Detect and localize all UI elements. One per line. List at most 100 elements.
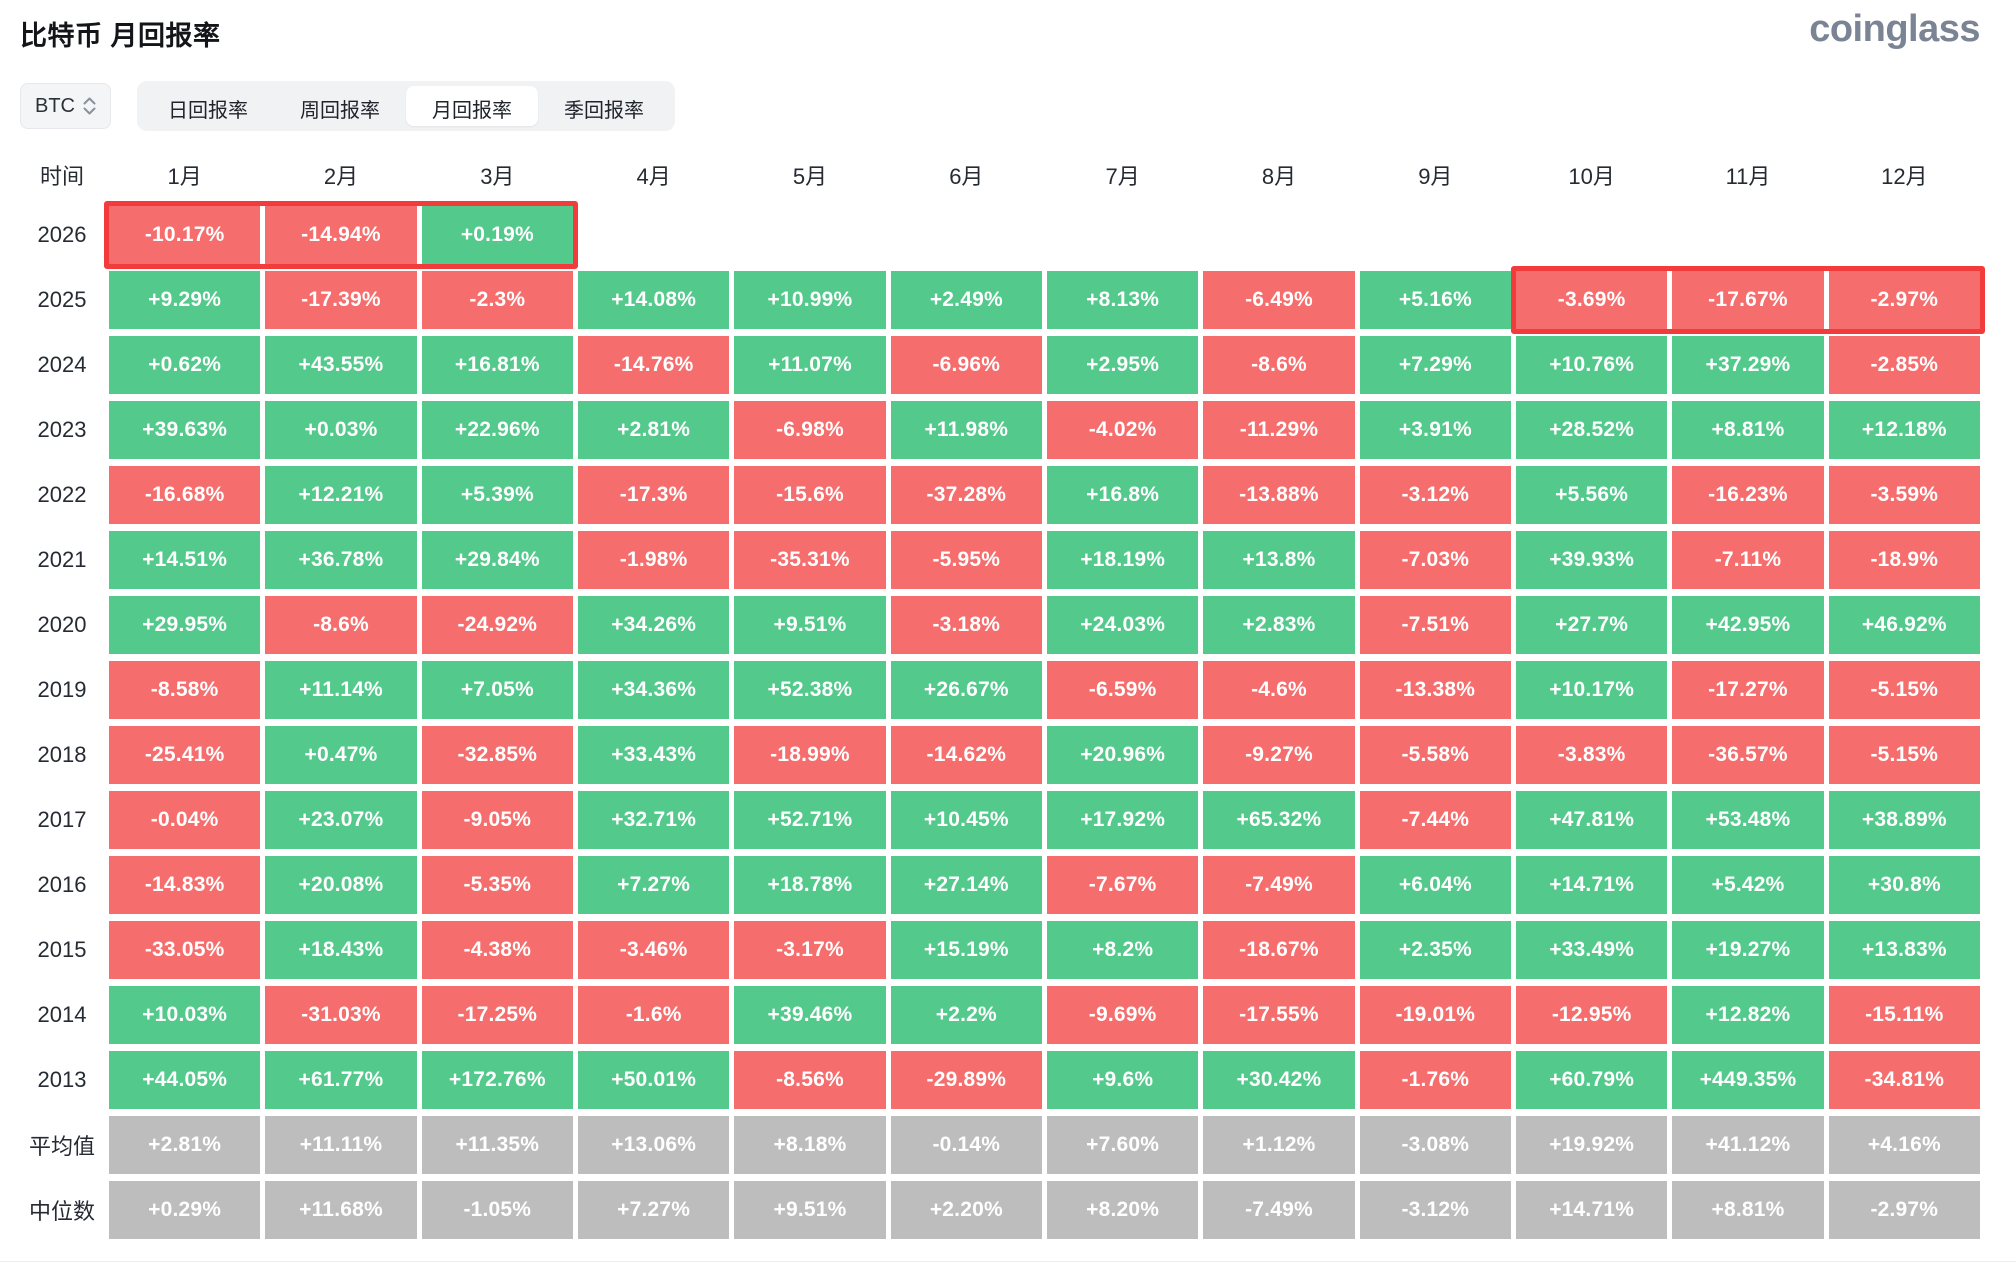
bottom-divider (0, 1261, 2016, 1262)
return-cell: -3.18% (890, 596, 1042, 654)
return-cell: +172.76% (421, 1051, 573, 1109)
return-cell: +33.43% (577, 726, 730, 784)
return-cell: -3.17% (734, 921, 886, 979)
return-cell: -14.76% (577, 336, 730, 394)
return-cell: -8.6% (265, 596, 417, 654)
return-cell: +7.29% (1359, 336, 1511, 394)
return-cell: -4.6% (1203, 661, 1355, 719)
monthly-returns-table: 时间 1月 2月 3月 4月 5月 6月 7月 8月 9月 10月 11月 12月 2026 -10.17%… (20, 151, 1985, 1239)
return-cell: -14.62% (890, 726, 1042, 784)
row-label: 2026 (37, 222, 87, 247)
return-cell: -16.68% (109, 466, 261, 524)
return-cell: +39.63% (109, 401, 261, 459)
return-cell: +36.78% (265, 531, 417, 589)
return-cell: -1.98% (577, 531, 730, 589)
return-cell: +18.43% (265, 921, 417, 979)
row-label: 2023 (37, 417, 87, 442)
return-cell: +5.56% (1515, 466, 1668, 524)
return-cell: +43.55% (265, 336, 417, 394)
return-cell: +34.36% (577, 661, 730, 719)
return-cell: +39.93% (1515, 531, 1668, 589)
tab-daily-returns[interactable]: 日回报率 (142, 86, 274, 126)
return-cell: +8.2% (1046, 921, 1199, 979)
return-cell: -17.55% (1203, 986, 1355, 1044)
return-cell: -15.6% (734, 466, 886, 524)
return-cell: +9.51% (734, 596, 886, 654)
col-header-month: 8月 (1261, 164, 1297, 189)
return-cell: +7.27% (577, 1181, 730, 1239)
tab-weekly-returns[interactable]: 周回报率 (274, 86, 406, 126)
row-label: 2020 (37, 612, 87, 637)
return-cell: +7.27% (577, 856, 730, 914)
return-cell: +2.95% (1046, 336, 1199, 394)
return-cell: -13.38% (1359, 661, 1511, 719)
return-cell: +11.98% (890, 401, 1042, 459)
return-cell: -0.14% (890, 1116, 1042, 1174)
coin-selector[interactable]: BTC (20, 83, 111, 129)
return-cell: +11.68% (265, 1181, 417, 1239)
return-cell: -7.51% (1359, 596, 1511, 654)
return-cell: +23.07% (265, 791, 417, 849)
return-cell: -7.49% (1203, 856, 1355, 914)
return-cell: +13.83% (1828, 921, 1980, 979)
return-cell: -35.31% (734, 531, 886, 589)
return-cell: +0.62% (109, 336, 261, 394)
return-cell: -2.85% (1828, 336, 1980, 394)
return-cell: -25.41% (109, 726, 261, 784)
row-label: 2013 (37, 1067, 87, 1092)
return-cell: -5.15% (1828, 661, 1980, 719)
return-cell: +15.19% (890, 921, 1042, 979)
return-cell: +20.08% (265, 856, 417, 914)
return-cell: -3.83% (1515, 726, 1668, 784)
return-cell: +4.16% (1828, 1116, 1980, 1174)
row-label: 2017 (37, 807, 87, 832)
row-label: 2014 (37, 1002, 87, 1027)
return-cell: +27.14% (890, 856, 1042, 914)
return-cell: +46.92% (1828, 596, 1980, 654)
return-cell: -6.98% (734, 401, 886, 459)
row-label: 2022 (37, 482, 87, 507)
return-cell: -12.95% (1515, 986, 1668, 1044)
return-cell: +12.82% (1672, 986, 1824, 1044)
return-cell: -33.05% (109, 921, 261, 979)
return-cell: +14.71% (1515, 1181, 1668, 1239)
return-cell: +2.49% (890, 271, 1042, 329)
return-cell: +18.78% (734, 856, 886, 914)
return-cell: -29.89% (890, 1051, 1042, 1109)
return-cell: +5.39% (421, 466, 573, 524)
return-cell: +30.8% (1828, 856, 1980, 914)
return-cell: -3.12% (1359, 466, 1511, 524)
return-cell: +37.29% (1672, 336, 1824, 394)
return-cell: +8.18% (734, 1116, 886, 1174)
return-cell: +12.18% (1828, 401, 1980, 459)
return-cell: +3.91% (1359, 401, 1511, 459)
return-cell: +7.05% (421, 661, 573, 719)
return-cell: +10.45% (890, 791, 1042, 849)
return-cell: -10.17% (109, 206, 261, 264)
return-cell: +65.32% (1203, 791, 1355, 849)
return-cell: +44.05% (109, 1051, 261, 1109)
return-cell: +8.81% (1672, 1181, 1824, 1239)
col-header-month: 9月 (1418, 164, 1453, 189)
tab-quarterly-returns[interactable]: 季回报率 (538, 86, 670, 126)
return-cell: -2.97% (1828, 271, 1980, 329)
return-cell: +27.7% (1515, 596, 1668, 654)
return-cell: -7.03% (1359, 531, 1511, 589)
return-cell: -1.05% (421, 1181, 573, 1239)
return-cell: -6.49% (1203, 271, 1355, 329)
return-cell: +50.01% (577, 1051, 730, 1109)
return-cell: +34.26% (577, 596, 730, 654)
return-cell: +18.19% (1046, 531, 1199, 589)
return-cell: +11.35% (421, 1116, 573, 1174)
return-cell: -15.11% (1828, 986, 1980, 1044)
return-cell: +11.14% (265, 661, 417, 719)
return-cell: -3.59% (1828, 466, 1980, 524)
return-cell: +2.20% (890, 1181, 1042, 1239)
return-cell: -7.11% (1672, 531, 1824, 589)
return-cell: +17.92% (1046, 791, 1199, 849)
return-cell: -0.04% (109, 791, 261, 849)
return-cell: +8.81% (1672, 401, 1824, 459)
tab-monthly-returns[interactable]: 月回报率 (406, 86, 538, 126)
return-cell: +7.60% (1046, 1116, 1199, 1174)
return-cell: -3.12% (1359, 1181, 1511, 1239)
